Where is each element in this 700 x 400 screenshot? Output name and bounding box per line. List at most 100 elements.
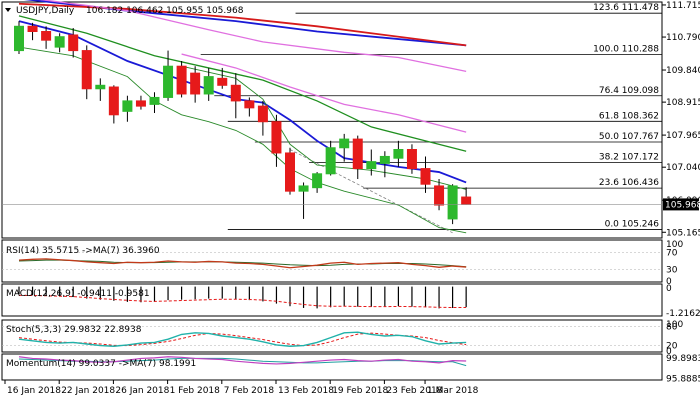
candle-body: [325, 147, 336, 175]
scale-label: 99.8983: [666, 354, 700, 364]
x-tick-label: 1 Feb 2018: [170, 386, 221, 396]
candle-body: [434, 185, 445, 206]
fib-level-label: 38.2 107.172: [599, 153, 659, 163]
scale-label: 80: [666, 322, 678, 332]
y-tick-label: 107.965: [666, 131, 700, 141]
main-overlay: 105.968: [2, 21, 700, 225]
current-price-box: [663, 198, 699, 211]
candle-body: [163, 65, 174, 98]
indicator-label: MACD(12,26,9) -0.9411 -0.9581: [6, 289, 150, 299]
candle-body: [393, 149, 404, 159]
fib-level-label: 23.6 106.436: [599, 178, 659, 188]
scale-label: 0: [666, 347, 672, 357]
candle-body: [14, 25, 24, 52]
indicator-label: RSI(14) 35.5715 ->MA(7) 36.3960: [6, 246, 160, 256]
candle-body: [339, 138, 350, 149]
dropdown-arrow-icon: [5, 8, 11, 12]
scale-label: 100: [666, 240, 683, 250]
candle-body: [366, 161, 377, 170]
scale-label: 70: [666, 249, 678, 259]
candle-body: [54, 36, 65, 48]
panel-frame: [1, 319, 663, 353]
candle-body: [176, 65, 187, 95]
candle-body: [135, 100, 146, 107]
scale-label: 0: [666, 284, 672, 294]
candle-body: [68, 34, 79, 52]
indicator-label: Stoch(5,3,3) 29.9832 22.8938: [6, 325, 142, 335]
moving-average-line: [18, 46, 467, 234]
candle-body: [244, 100, 255, 109]
momentum-panel: 99.8983 95.8885 Momentum(14) 99.0337 ->MA(…: [1, 353, 700, 384]
fib-level-label: 50.0 107.767: [599, 132, 659, 142]
rsi-line: [18, 258, 467, 269]
scale-label: 95.8885: [666, 374, 700, 384]
current-price-label: 105.968: [665, 200, 700, 210]
fib-level-label: 0.0 105.246: [605, 219, 660, 229]
moving-average-line: [18, 20, 467, 184]
main-price-panel: 111.715 110.790 109.840 108.915 107.965 107.0…: [1, 0, 700, 239]
candle-body: [149, 96, 160, 105]
macd-panel: 0 -1.2162 MACD(12,26,9) -0.9411 -0.9581: [1, 283, 700, 319]
moving-average-line: [18, 15, 467, 152]
fib-level-label: 76.4 109.098: [599, 86, 659, 96]
candle-body: [298, 185, 309, 192]
candle-body: [257, 105, 268, 123]
candle-body: [95, 84, 106, 90]
x-tick-label: 1 Mar 2018: [427, 386, 479, 396]
panel-frame: [1, 239, 663, 283]
x-tick-label: 7 Feb 2018: [224, 386, 275, 396]
momentum-line: [18, 356, 467, 365]
candle-body: [271, 121, 282, 154]
candle-body: [203, 76, 214, 95]
candle-body: [461, 196, 472, 205]
y-tick-label: 111.715: [666, 1, 700, 11]
y-tick-label: 107.040: [666, 163, 700, 173]
candle-body: [406, 149, 417, 170]
candle-body: [352, 138, 363, 170]
candle-body: [379, 155, 390, 164]
fib-level-label: 61.8 108.362: [599, 111, 659, 121]
candle-body: [27, 25, 38, 32]
fib-level-label: 123.6 111.478: [593, 3, 659, 13]
chart-symbol: USDJPY,Daily: [16, 6, 75, 16]
candle-body: [230, 84, 241, 102]
candle-body: [285, 152, 295, 192]
x-tick-label: 22 Jan 2018: [61, 386, 115, 396]
candle-body: [190, 72, 201, 95]
candle-body: [108, 86, 119, 116]
x-axis: 16 Jan 2018 22 Jan 2018 26 Jan 2018 1 Feb 2…: [4, 380, 479, 396]
x-tick-label: 19 Feb 2018: [332, 386, 388, 396]
candle-body: [41, 31, 52, 41]
fib-level-label: 100.0 110.288: [593, 44, 659, 54]
y-tick-label: 109.840: [666, 66, 700, 76]
y-tick-label: 110.790: [666, 33, 700, 43]
candle-body: [217, 77, 228, 86]
scale-label: 100: [666, 320, 683, 330]
scale-label: 30: [666, 265, 678, 275]
panel-frame: [1, 283, 663, 317]
moving-average-line: [18, 2, 467, 47]
x-tick-label: 16 Jan 2018: [7, 386, 61, 396]
trend-line: [289, 149, 453, 234]
moving-average-line: [38, 0, 467, 73]
chart-header: USDJPY,Daily 106.182 106.462 105.955 105…: [5, 6, 244, 16]
candle-body: [122, 100, 133, 112]
x-tick-label: 13 Feb 2018: [278, 386, 334, 396]
x-tick-label: 26 Jan 2018: [115, 386, 169, 396]
chart-ohlc: 106.182 106.462 105.955 105.968: [86, 6, 244, 16]
scale-label: 20: [666, 342, 678, 352]
candle-body: [312, 173, 323, 189]
panel-frame: [1, 353, 663, 381]
y-tick-label: 108.915: [666, 98, 700, 108]
candle-body: [420, 168, 431, 185]
candle-body: [447, 185, 458, 220]
candle-body: [81, 50, 92, 90]
scale-label: -1.2162: [666, 309, 700, 319]
stoch-main-line: [18, 331, 467, 347]
x-tick-label: 23 Feb 2018: [386, 386, 442, 396]
y-tick-label: 105.165: [666, 228, 700, 238]
